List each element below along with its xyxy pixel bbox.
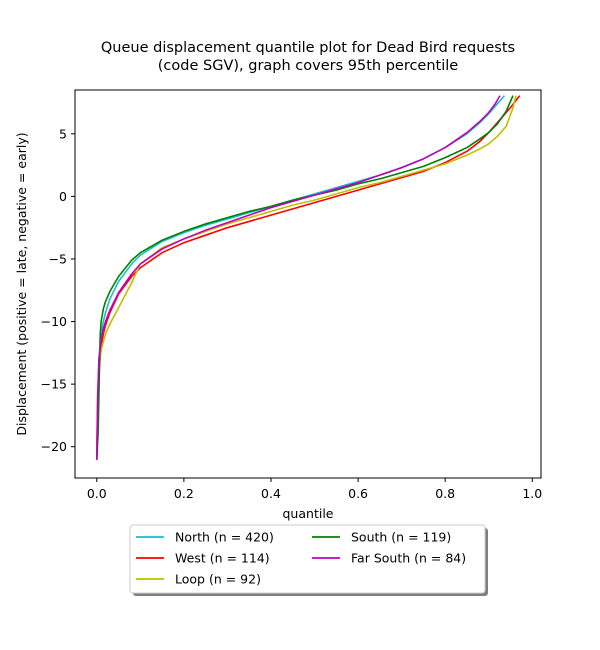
y-axis-label: Displacement (positive = late, negative …	[14, 132, 29, 435]
legend-label-4: Far South (n = 84)	[351, 551, 466, 566]
y-tick-label: 0	[59, 189, 67, 204]
legend-label-1: West (n = 114)	[175, 551, 270, 566]
legend-label-3: South (n = 119)	[351, 530, 451, 545]
x-tick-label: 0.6	[348, 486, 368, 501]
y-tick-label: −20	[41, 439, 67, 454]
y-tick-label: −15	[41, 377, 67, 392]
x-tick-label: 0.0	[87, 486, 107, 501]
series-line-0	[95, 95, 505, 461]
plot-frame	[74, 89, 542, 479]
chart-title: Queue displacement quantile plot for Dea…	[101, 40, 515, 56]
series-line-2	[95, 95, 517, 461]
legend-box	[129, 524, 486, 594]
y-tick-label: −10	[41, 314, 67, 329]
legend-label-0: North (n = 420)	[175, 530, 274, 545]
series-line-1	[95, 95, 521, 461]
legend-label-2: Loop (n = 92)	[175, 572, 261, 587]
series-layer	[95, 95, 521, 461]
x-tick-label: 0.2	[174, 486, 194, 501]
y-tick-label: 5	[59, 126, 67, 141]
series-line-3	[95, 95, 514, 461]
series-line-4	[95, 95, 501, 461]
y-tick-label: −5	[49, 251, 67, 266]
x-axis-ticks: 0.0 0.2 0.4 0.6 0.8 1.0	[87, 478, 542, 501]
y-axis-ticks: −20 −15 −10 −5 0 5	[41, 126, 75, 454]
legend: North (n = 420) West (n = 114) Loop (n = 9…	[129, 524, 488, 596]
chart-subtitle: (code SGV), graph covers 95th percentile	[158, 58, 459, 74]
x-tick-label: 0.8	[435, 486, 455, 501]
x-tick-label: 0.4	[261, 486, 281, 501]
x-axis-label: quantile	[283, 506, 334, 521]
legend-entries: North (n = 420) West (n = 114) Loop (n = 9…	[136, 530, 466, 587]
x-tick-label: 1.0	[522, 486, 542, 501]
